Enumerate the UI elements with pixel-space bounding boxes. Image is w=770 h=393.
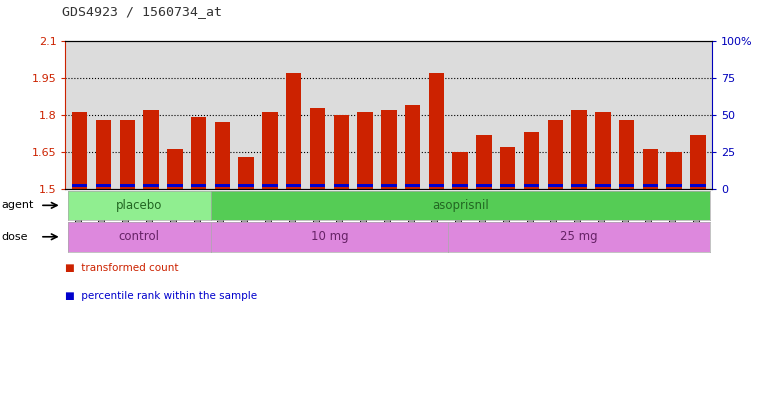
Bar <box>167 184 182 187</box>
Text: 10 mg: 10 mg <box>310 230 348 243</box>
Bar <box>619 120 634 189</box>
Bar <box>405 105 420 189</box>
Bar <box>667 184 682 187</box>
Bar <box>333 184 349 187</box>
Bar <box>143 184 159 187</box>
Bar <box>95 184 111 187</box>
Bar <box>500 147 515 189</box>
Bar <box>690 134 706 189</box>
Text: asoprisnil: asoprisnil <box>432 199 488 212</box>
Bar <box>643 184 658 187</box>
Bar <box>333 115 349 189</box>
Bar <box>191 118 206 189</box>
Text: control: control <box>119 230 159 243</box>
Text: GDS4923 / 1560734_at: GDS4923 / 1560734_at <box>62 5 222 18</box>
Bar <box>524 132 539 189</box>
Bar <box>286 184 302 187</box>
Bar <box>476 184 492 187</box>
Bar <box>357 184 373 187</box>
Text: 25 mg: 25 mg <box>561 230 598 243</box>
Bar <box>595 184 611 187</box>
Bar <box>119 184 135 187</box>
Bar <box>381 184 397 187</box>
Text: placebo: placebo <box>116 199 162 212</box>
Bar <box>263 184 278 187</box>
Bar <box>643 149 658 189</box>
Bar <box>215 184 230 187</box>
Text: ■  transformed count: ■ transformed count <box>65 263 179 273</box>
Bar <box>453 184 468 187</box>
Bar <box>310 184 325 187</box>
Bar <box>429 184 444 187</box>
Bar <box>239 184 254 187</box>
Bar <box>690 184 706 187</box>
Text: agent: agent <box>2 200 34 210</box>
Bar <box>239 157 254 189</box>
Text: dose: dose <box>2 232 28 242</box>
Bar <box>571 184 587 187</box>
Bar <box>547 184 563 187</box>
Bar <box>381 110 397 189</box>
Bar <box>95 120 111 189</box>
Bar <box>524 184 539 187</box>
Bar <box>167 149 182 189</box>
Bar <box>215 122 230 189</box>
Bar <box>72 112 88 189</box>
Bar <box>119 120 135 189</box>
Bar <box>286 73 302 189</box>
Bar <box>429 73 444 189</box>
Bar <box>595 112 611 189</box>
Bar <box>357 112 373 189</box>
Bar <box>476 134 492 189</box>
Bar <box>500 184 515 187</box>
Bar <box>453 152 468 189</box>
Text: ■  percentile rank within the sample: ■ percentile rank within the sample <box>65 291 258 301</box>
Bar <box>143 110 159 189</box>
Bar <box>191 184 206 187</box>
Bar <box>667 152 682 189</box>
Bar <box>310 108 325 189</box>
Bar <box>547 120 563 189</box>
Bar <box>619 184 634 187</box>
Bar <box>405 184 420 187</box>
Bar <box>72 184 88 187</box>
Bar <box>571 110 587 189</box>
Bar <box>263 112 278 189</box>
